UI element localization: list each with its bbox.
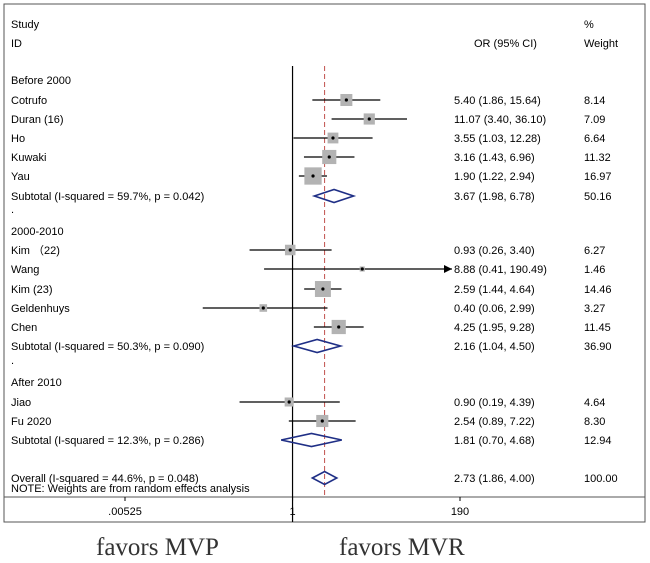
study-row-label: Geldenhuys — [11, 303, 70, 315]
x-axis: .00525 1 190 favors MVP favors MVR — [96, 497, 469, 561]
group-title: Before 2000 — [11, 75, 71, 87]
subtotal-diamond — [280, 432, 342, 448]
study-row-weight: 8.14 — [584, 95, 605, 107]
study-row-ci: 3.55 (1.03, 12.28) — [454, 133, 541, 145]
study-row-label: Kim （22) — [11, 244, 60, 257]
or-ci-header: OR (95% CI) — [474, 38, 537, 50]
study-row-weight: 6.64 — [584, 133, 605, 145]
overall-row-weight: 100.00 — [584, 473, 618, 485]
point-estimate — [261, 306, 265, 310]
study-row-weight: 11.32 — [584, 152, 611, 164]
x-tick-label: .00525 — [108, 506, 142, 518]
study-header: Study — [11, 19, 40, 31]
subtotal-row-ci: 1.81 (0.70, 4.68) — [454, 435, 535, 447]
spacer-dot: . — [11, 355, 14, 367]
overall-row-ci: 2.73 (1.86, 4.00) — [454, 473, 535, 485]
overall-diamond — [310, 470, 339, 486]
study-row-label: Kuwaki — [11, 152, 46, 164]
study-row-weight: 7.09 — [584, 114, 605, 126]
study-row-label: Chen — [11, 322, 37, 334]
subtotal-row-label: Subtotal (I-squared = 59.7%, p = 0.042) — [11, 191, 204, 203]
study-row-ci: 4.25 (1.95, 9.28) — [454, 322, 535, 334]
study-row-weight: 4.64 — [584, 397, 605, 409]
group-title: 2000-2010 — [11, 226, 64, 238]
point-estimate — [331, 136, 335, 140]
subtotal-row-label: Subtotal (I-squared = 12.3%, p = 0.286) — [11, 435, 204, 447]
ci-arrow — [444, 265, 452, 273]
point-estimate — [321, 287, 325, 291]
favors-right-label: favors MVR — [339, 534, 465, 561]
study-row-label: Yau — [11, 171, 30, 183]
study-row-label: Wang — [11, 264, 39, 276]
forest-rows: Before 2000 Cotrufo 5.40 (1.86, 15.64) 8.14… — [11, 66, 618, 522]
spacer-dot: . — [11, 204, 14, 216]
x-tick-label: 1 — [289, 506, 295, 518]
point-estimate — [288, 248, 292, 252]
plot-frame — [3, 3, 646, 523]
study-row-weight: 11.45 — [584, 322, 611, 334]
study-row-weight: 8.30 — [584, 416, 605, 428]
study-row-label: Ho — [11, 133, 25, 145]
study-row-weight: 16.97 — [584, 171, 612, 183]
point-estimate — [344, 98, 348, 102]
study-row-ci: 2.59 (1.44, 4.64) — [454, 284, 535, 296]
study-row-ci: 0.93 (0.26, 3.40) — [454, 245, 535, 257]
id-header: ID — [11, 38, 22, 50]
overall-row-label: Overall (I-squared = 44.6%, p = 0.048) — [11, 473, 199, 485]
study-row-weight: 1.46 — [584, 264, 605, 276]
point-estimate — [320, 419, 324, 423]
study-row-ci: 0.90 (0.19, 4.39) — [454, 397, 535, 409]
group-title: After 2010 — [11, 377, 62, 389]
study-row-weight: 3.27 — [584, 303, 605, 315]
point-estimate — [327, 155, 331, 159]
weight-header: Weight — [584, 38, 618, 50]
study-row-ci: 1.90 (1.22, 2.94) — [454, 171, 535, 183]
point-estimate — [311, 174, 315, 178]
point-estimate — [287, 400, 291, 404]
study-row-label: Kim (23) — [11, 284, 53, 296]
percent-header: % — [584, 19, 594, 31]
subtotal-row-ci: 2.16 (1.04, 4.50) — [454, 341, 535, 353]
weights-note: NOTE: Weights are from random effects an… — [11, 483, 250, 495]
study-row-weight: 6.27 — [584, 245, 605, 257]
study-row-weight: 14.46 — [584, 284, 612, 296]
frame-border — [3, 3, 646, 523]
study-row-label: Cotrufo — [11, 95, 47, 107]
study-row-ci: 5.40 (1.86, 15.64) — [454, 95, 541, 107]
x-tick-label: 190 — [451, 506, 469, 518]
point-estimate — [360, 267, 364, 271]
subtotal-diamond — [311, 188, 357, 204]
study-row-label: Jiao — [11, 397, 31, 409]
subtotal-row-weight: 36.90 — [584, 341, 612, 353]
point-estimate — [337, 325, 341, 329]
subtotal-diamond — [290, 338, 344, 354]
study-row-ci: 0.40 (0.06, 2.99) — [454, 303, 535, 315]
study-row-ci: 11.07 (3.40, 36.10) — [454, 114, 546, 126]
study-row-ci: 2.54 (0.89, 7.22) — [454, 416, 535, 428]
favors-left-label: favors MVP — [96, 534, 219, 561]
subtotal-row-weight: 12.94 — [584, 435, 612, 447]
subtotal-row-ci: 3.67 (1.98, 6.78) — [454, 191, 535, 203]
subtotal-row-weight: 50.16 — [584, 191, 612, 203]
point-estimate — [367, 117, 371, 121]
study-row-label: Fu 2020 — [11, 416, 51, 428]
study-row-ci: 3.16 (1.43, 6.96) — [454, 152, 535, 164]
study-row-ci: 8.88 (0.41, 190.49) — [454, 264, 547, 276]
study-row-label: Duran (16) — [11, 114, 64, 126]
subtotal-row-label: Subtotal (I-squared = 50.3%, p = 0.090) — [11, 341, 204, 353]
column-header: Study ID OR (95% CI) % Weight — [11, 19, 618, 50]
